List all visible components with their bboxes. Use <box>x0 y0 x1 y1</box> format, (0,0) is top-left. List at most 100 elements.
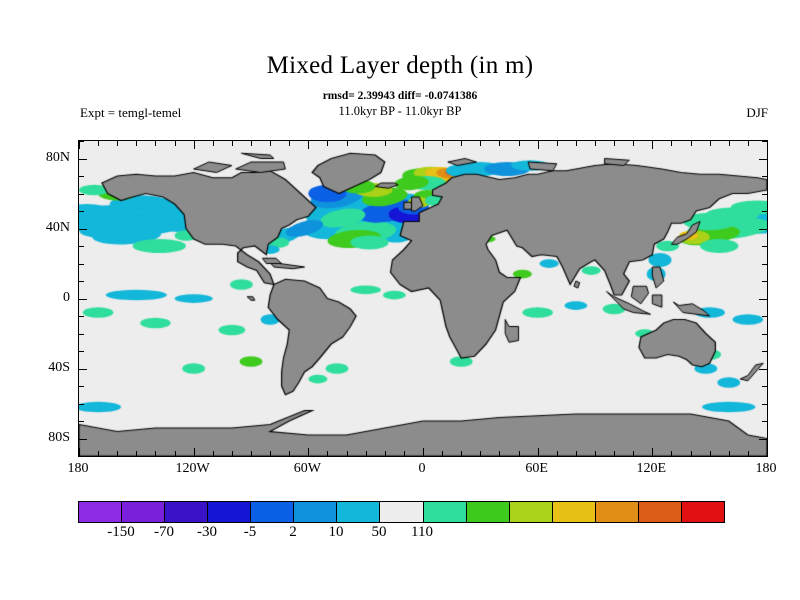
colorbar-segment-7 <box>379 502 423 522</box>
axis-tick <box>347 141 348 146</box>
axis-tick <box>461 141 462 146</box>
axis-tick <box>519 451 520 456</box>
colorbar-segment-14 <box>680 502 724 522</box>
axis-tick <box>136 141 137 146</box>
y-tick-label-2: 0 <box>63 289 70 305</box>
axis-tick <box>270 451 271 456</box>
season-label: DJF <box>746 105 768 120</box>
axis-tick <box>595 141 596 146</box>
colorbar-segment-11 <box>551 502 595 522</box>
axis-tick <box>762 351 767 352</box>
colorbar-segment-2 <box>164 502 208 522</box>
colorbar-label-6: 50 <box>371 524 387 540</box>
axis-tick <box>691 451 692 456</box>
colorbar-segment-12 <box>594 502 638 522</box>
axis-tick <box>461 451 462 456</box>
x-tick-label-5: 120E <box>636 461 667 476</box>
axis-tick <box>762 211 767 212</box>
axis-tick <box>614 451 615 456</box>
axis-tick <box>614 141 615 146</box>
axis-tick <box>652 141 653 149</box>
x-tick-label-2: 60W <box>293 461 321 476</box>
colorbar-segment-4 <box>250 502 294 522</box>
axis-tick <box>762 404 767 405</box>
axis-tick <box>633 141 634 146</box>
axis-tick <box>519 141 520 146</box>
colorbar-label-0: -150 <box>107 524 135 540</box>
map-plot-area <box>78 140 768 457</box>
axis-tick <box>633 451 634 456</box>
axis-tick <box>767 448 768 456</box>
axis-tick <box>98 451 99 456</box>
axis-tick <box>194 141 195 149</box>
axis-tick <box>759 229 767 230</box>
axis-tick <box>79 246 84 247</box>
axis-tick <box>289 451 290 456</box>
axis-tick <box>762 176 767 177</box>
colorbar-label-2: -30 <box>197 524 217 540</box>
axis-tick <box>79 159 87 160</box>
colorbar-label-3: -5 <box>243 524 257 540</box>
axis-tick <box>117 451 118 456</box>
axis-tick <box>79 211 84 212</box>
colorbar-segment-3 <box>207 502 251 522</box>
axis-tick <box>423 141 424 149</box>
axis-tick <box>155 141 156 146</box>
axis-tick <box>347 451 348 456</box>
colorbar-segment-6 <box>336 502 380 522</box>
axis-tick <box>762 421 767 422</box>
axis-tick <box>270 141 271 146</box>
axis-tick <box>557 451 558 456</box>
axis-tick <box>595 451 596 456</box>
axis-tick <box>308 141 309 149</box>
axis-tick <box>79 299 87 300</box>
axis-tick <box>499 451 500 456</box>
axis-tick <box>251 451 252 456</box>
axis-tick <box>759 159 767 160</box>
axis-tick <box>576 141 577 146</box>
axis-tick <box>404 451 405 456</box>
axis-tick <box>194 448 195 456</box>
chart-title: Mixed Layer depth (in m) <box>266 52 534 79</box>
axis-tick <box>748 451 749 456</box>
colorbar-label-1: -70 <box>154 524 174 540</box>
axis-tick <box>442 141 443 146</box>
axis-tick <box>98 141 99 146</box>
axis-tick <box>759 439 767 440</box>
axis-tick <box>79 448 80 456</box>
world-map-canvas <box>79 141 767 456</box>
colorbar-label-7: 110 <box>411 524 433 540</box>
axis-tick <box>79 281 84 282</box>
axis-tick <box>251 141 252 146</box>
axis-tick <box>404 141 405 146</box>
axis-tick <box>538 448 539 456</box>
axis-tick <box>385 141 386 146</box>
axis-tick <box>762 334 767 335</box>
axis-tick <box>671 141 672 146</box>
y-tick-label-4: 80S <box>48 429 70 445</box>
axis-tick <box>232 451 233 456</box>
axis-tick <box>213 141 214 146</box>
axis-tick <box>652 448 653 456</box>
axis-tick <box>117 141 118 146</box>
colorbar-label-5: 10 <box>328 524 344 540</box>
axis-tick <box>762 194 767 195</box>
axis-tick <box>442 451 443 456</box>
colorbar-segment-8 <box>422 502 466 522</box>
axis-tick <box>767 141 768 149</box>
axis-tick <box>762 246 767 247</box>
x-tick-label-1: 120W <box>175 461 210 476</box>
axis-tick <box>79 351 84 352</box>
axis-tick <box>762 456 767 457</box>
axis-tick <box>79 176 84 177</box>
axis-tick <box>671 451 672 456</box>
axis-tick <box>691 141 692 146</box>
axis-tick <box>576 451 577 456</box>
axis-tick <box>136 451 137 456</box>
colorbar-segment-1 <box>121 502 165 522</box>
axis-tick <box>79 229 87 230</box>
axis-tick <box>762 281 767 282</box>
axis-tick <box>232 141 233 146</box>
axis-tick <box>79 141 80 149</box>
colorbar <box>78 501 725 523</box>
